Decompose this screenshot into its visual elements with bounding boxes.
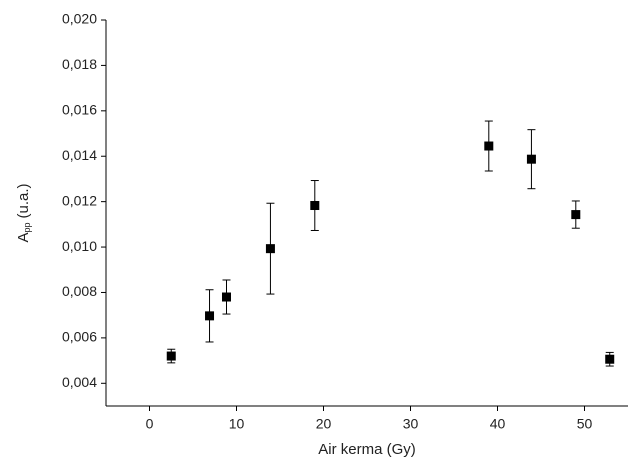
y-tick-label: 0,004 bbox=[62, 374, 97, 390]
point bbox=[221, 292, 231, 302]
y-axis-label: App (u.a.) bbox=[15, 183, 32, 242]
point bbox=[571, 210, 581, 220]
x-tick-label: 40 bbox=[490, 416, 506, 432]
point bbox=[205, 311, 215, 321]
x-tick-label: 10 bbox=[229, 416, 245, 432]
y-tick-label: 0,012 bbox=[62, 192, 97, 208]
y-tick-label: 0,010 bbox=[62, 238, 97, 254]
point bbox=[265, 244, 275, 254]
y-tick-label: 0,006 bbox=[62, 329, 97, 345]
y-tick-label: 0,020 bbox=[62, 11, 97, 27]
y-tick-label: 0,008 bbox=[62, 283, 97, 299]
y-label-main: A bbox=[15, 233, 32, 243]
point bbox=[484, 141, 494, 151]
point bbox=[605, 354, 615, 364]
y-tick-label: 0,014 bbox=[62, 147, 97, 163]
y-tick-label: 0,018 bbox=[62, 56, 97, 72]
y-label-sub: pp bbox=[22, 222, 32, 232]
point bbox=[310, 201, 320, 211]
x-axis-label: Air kerma (Gy) bbox=[318, 441, 416, 458]
y-tick-label: 0,016 bbox=[62, 102, 97, 118]
x-tick-label: 50 bbox=[577, 416, 593, 432]
x-tick-label: 20 bbox=[316, 416, 332, 432]
x-tick-label: 0 bbox=[146, 416, 154, 432]
y-label-unit: (u.a.) bbox=[15, 183, 32, 218]
point bbox=[526, 154, 536, 164]
x-tick-label: 30 bbox=[403, 416, 419, 432]
point bbox=[166, 351, 176, 361]
